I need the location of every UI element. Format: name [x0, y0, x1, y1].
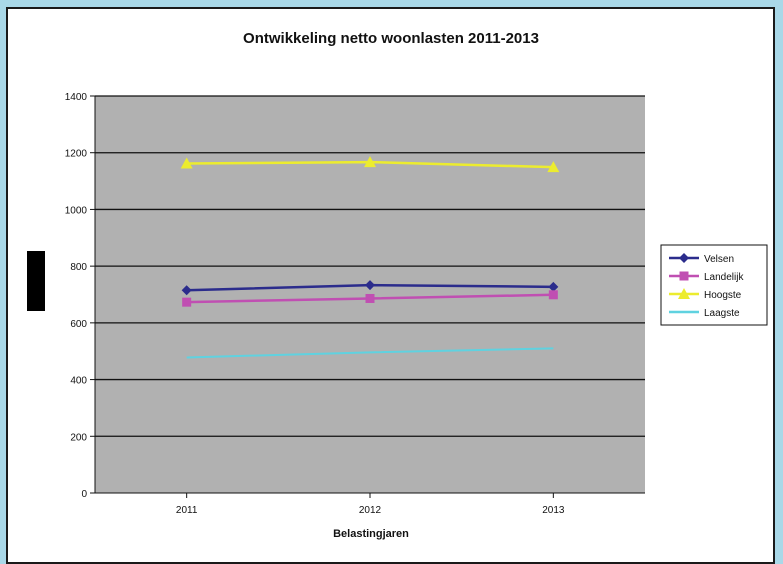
legend-item-hoogste: Hoogste: [669, 288, 742, 301]
gridlines: [95, 95, 645, 437]
y-tick-label: 1000: [65, 205, 88, 216]
legend-swatch-marker: [679, 253, 689, 263]
series-velsen: [181, 280, 559, 296]
data-point-hoogste: [547, 161, 560, 173]
x-axis-title: Belastingjaren: [333, 528, 409, 540]
legend-label: Landelijk: [704, 272, 744, 283]
black-bar: [27, 251, 45, 311]
chart-title: Ontwikkeling netto woonlasten 2011-2013: [243, 30, 539, 47]
data-point-landelijk: [182, 297, 192, 307]
legend-label: Velsen: [704, 254, 734, 265]
series-hoogste: [180, 156, 560, 173]
data-point-landelijk: [548, 290, 558, 300]
legend-swatch-marker: [679, 271, 689, 281]
legend-label: Hoogste: [704, 290, 742, 301]
legend-item-laagste: Laagste: [669, 308, 740, 319]
series-landelijk: [182, 290, 558, 307]
series-laagste: [186, 347, 554, 359]
y-tick-label: 400: [70, 376, 87, 387]
data-point-velsen: [181, 285, 192, 296]
data-point-hoogste: [180, 157, 193, 169]
line-chart: Ontwikkeling netto woonlasten 2011-2013 …: [27, 30, 768, 540]
data-point-hoogste: [364, 156, 376, 168]
data-point-velsen: [548, 281, 559, 292]
y-axis: 0 200 400 600 800 1000 1200 1400: [65, 92, 96, 500]
data-point-landelijk: [365, 293, 375, 303]
legend-item-velsen: Velsen: [669, 253, 734, 265]
x-tick-label: 2013: [542, 505, 565, 516]
legend-label: Laagste: [704, 308, 740, 319]
legend-item-landelijk: Landelijk: [669, 271, 744, 283]
x-tick-label: 2012: [359, 505, 382, 516]
x-axis: 2011 2012 2013: [95, 492, 645, 516]
data-point-velsen: [365, 280, 375, 291]
y-tick-label: 600: [70, 319, 87, 330]
y-tick-label: 1200: [65, 149, 88, 160]
legend: Velsen Landelijk Hoogste Laagste: [660, 244, 768, 326]
series-line-laagste: [186, 347, 554, 359]
series-layer: [180, 156, 560, 359]
chart-frame: Ontwikkeling netto woonlasten 2011-2013 …: [6, 7, 775, 564]
y-tick-label: 0: [81, 489, 87, 500]
y-tick-label: 800: [70, 262, 87, 273]
legend-swatch-marker: [678, 288, 690, 299]
y-tick-label: 200: [70, 432, 87, 443]
y-tick-label: 1400: [65, 92, 88, 103]
x-tick-label: 2011: [176, 505, 198, 516]
